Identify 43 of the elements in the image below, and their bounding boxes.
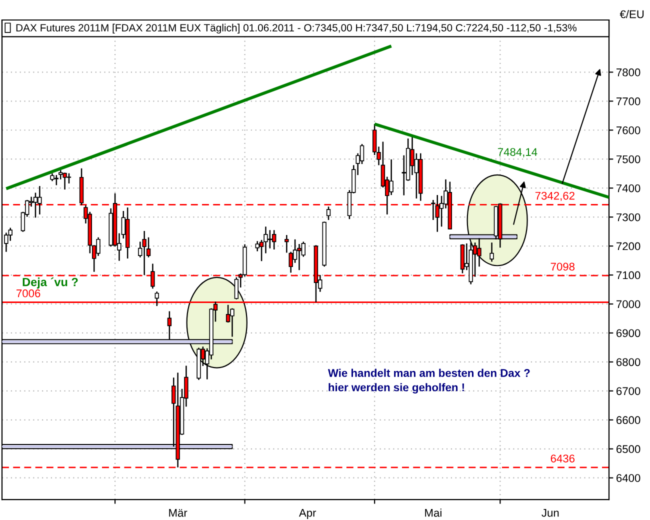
candlestick — [268, 229, 272, 249]
annotation: 7484,14 — [498, 148, 538, 158]
ref-line-label: 7006 — [16, 289, 40, 298]
ref-line-label: 6436 — [550, 454, 575, 462]
ref-line-label: 7342,62 — [535, 192, 574, 202]
y-tick-label: 6800 — [616, 358, 640, 366]
y-tick-label: 6700 — [616, 387, 640, 396]
y-tick-label: 7700 — [616, 97, 640, 106]
y-tick-label: 7500 — [616, 155, 640, 164]
candlestick — [297, 243, 302, 271]
candlestick — [66, 172, 72, 184]
y-tick-label: 6400 — [616, 474, 640, 482]
ref-line-label: 7098 — [550, 262, 575, 271]
candlestick — [142, 230, 146, 276]
candlestick — [33, 192, 38, 218]
x-tick-label: Mai — [425, 508, 442, 517]
y-tick-label: 7600 — [616, 126, 640, 134]
x-tick-label: Mär — [169, 509, 188, 517]
y-tick-label: 7800 — [616, 68, 640, 76]
legend-label: DAX Futures 2011M [FDAX 2011M EUX Täglich] 01.06.2011 - O:7345,00 H:7347,50 L:7194,50 C:7224,50 -112,50 -1,53% — [16, 24, 576, 34]
y-tick-label: 7300 — [616, 213, 640, 222]
candlestick — [62, 172, 67, 190]
x-tick-label: Jun — [542, 509, 559, 517]
y-tick-label: 7200 — [616, 242, 640, 250]
x-tick-label: Apr — [298, 509, 316, 519]
annotation: Deja ´vu ? — [22, 277, 78, 289]
annotation: Wie handelt man am besten den Dax ? — [328, 368, 530, 377]
candlestick — [326, 206, 331, 221]
candlestick — [490, 242, 494, 262]
y-tick-label: 7400 — [616, 184, 640, 192]
y-tick-label: 7000 — [616, 300, 640, 308]
y-axis-title: €/EU — [620, 10, 644, 18]
annotation: hier werden sie geholfen ! — [328, 383, 464, 394]
candlestick — [38, 185, 42, 216]
candlestick — [154, 290, 159, 307]
y-tick-label: 6600 — [616, 416, 640, 424]
candlestick — [389, 158, 394, 196]
candlestick — [230, 308, 234, 338]
y-tick-label: 6900 — [616, 329, 640, 338]
candlestick — [272, 229, 276, 250]
y-tick-label: 6500 — [616, 445, 640, 454]
candlestick — [284, 234, 289, 254]
y-tick-label: 7100 — [616, 271, 640, 280]
